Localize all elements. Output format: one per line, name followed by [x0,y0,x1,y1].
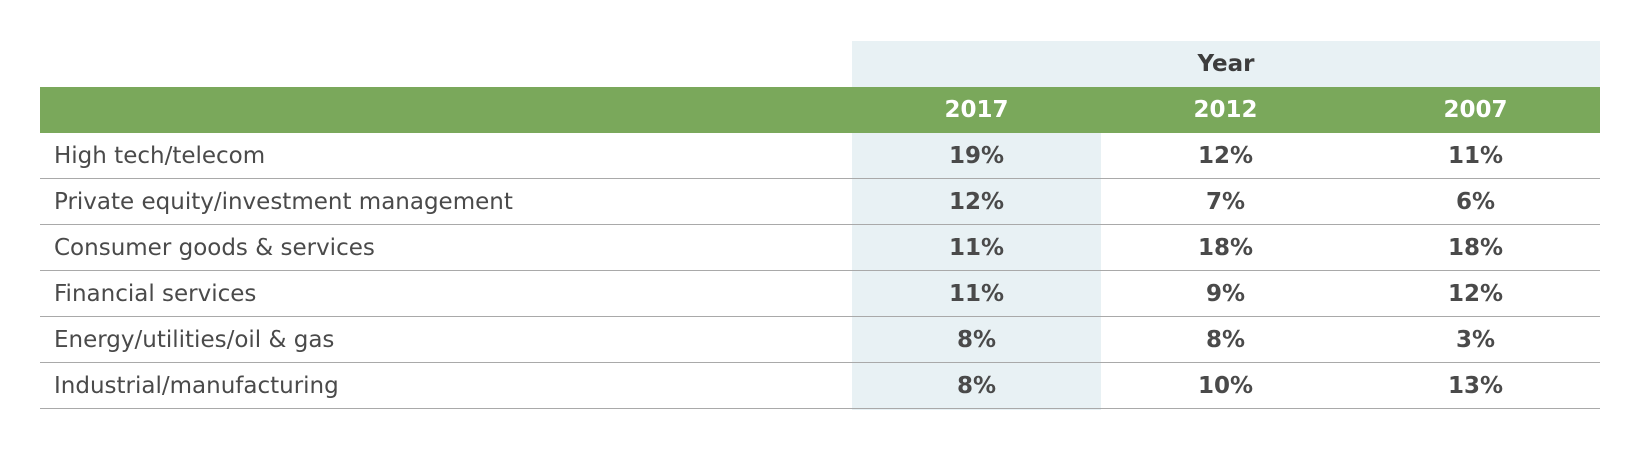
table-row: Consumer goods & services 11% 18% 18% [40,225,1600,271]
cell-value: 9% [1205,281,1246,307]
cell-value: 6% [1455,189,1496,215]
cell-value: 11% [1447,143,1504,169]
table-row: High tech/telecom 19% 12% 11% [40,133,1600,179]
cell-value: 7% [1205,189,1246,215]
cell-value: 8% [1205,327,1246,353]
table-row: Industrial/manufacturing 8% 10% 13% [40,363,1600,409]
row-label: Energy/utilities/oil & gas [54,327,335,353]
row-label: High tech/telecom [54,143,266,169]
row-label: Industrial/manufacturing [54,373,339,399]
row-label: Consumer goods & services [54,235,375,261]
row-label: Financial services [54,281,257,307]
cell-value: 8% [956,327,997,353]
table-row: Energy/utilities/oil & gas 8% 8% 3% [40,317,1600,363]
cell-value: 11% [948,281,1005,307]
cell-value: 12% [1447,281,1504,307]
cell-value: 11% [948,235,1005,261]
cell-value: 3% [1455,327,1496,353]
table-row: Financial services 11% 9% 12% [40,271,1600,317]
column-header-2012: 2012 [1193,97,1258,123]
column-header-2007: 2007 [1443,97,1508,123]
cell-value: 18% [1197,235,1254,261]
cell-value: 19% [948,143,1005,169]
cell-value: 12% [948,189,1005,215]
cell-value: 10% [1197,373,1254,399]
column-header-row: 2017 2012 2007 [40,87,1600,133]
table-body: High tech/telecom 19% 12% 11% Private eq… [40,133,1600,409]
cell-value: 18% [1447,235,1504,261]
column-header-2017: 2017 [944,97,1009,123]
year-group-header: Year [852,41,1600,87]
highlighted-column-bg [852,133,1101,410]
table-row: Private equity/investment management 12%… [40,179,1600,225]
cell-value: 13% [1447,373,1504,399]
row-label: Private equity/investment management [54,189,513,215]
cell-value: 12% [1197,143,1254,169]
cell-value: 8% [956,373,997,399]
